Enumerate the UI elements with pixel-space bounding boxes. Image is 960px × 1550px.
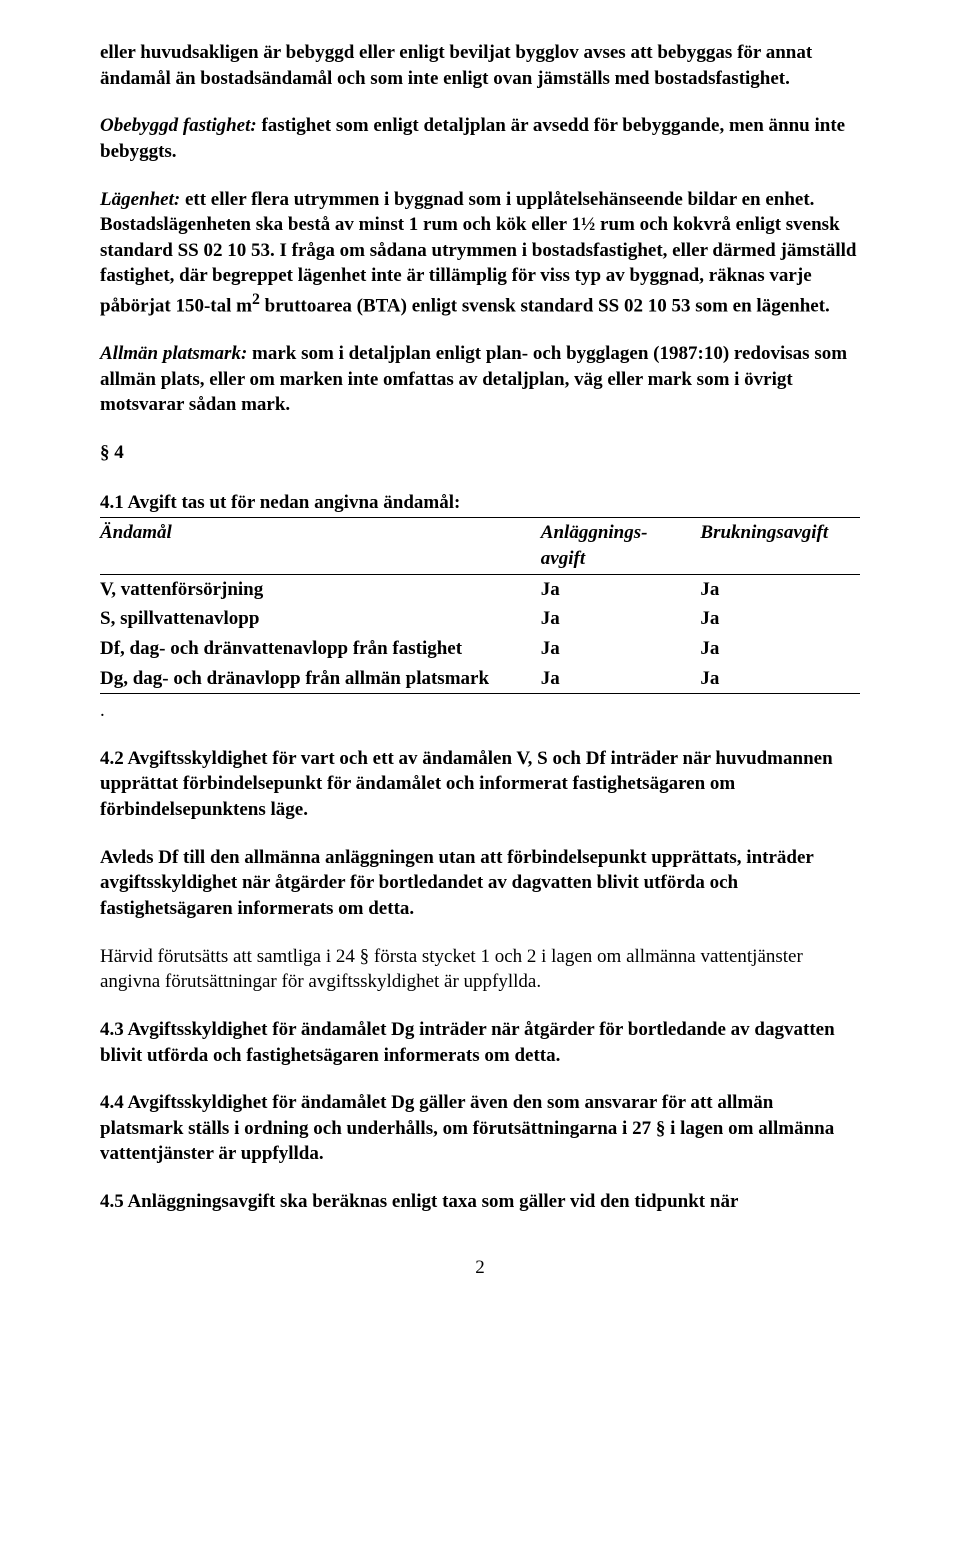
page-number: 2 xyxy=(100,1255,860,1281)
table-row: Df, dag- och dränvattenavlopp från fasti… xyxy=(100,634,860,664)
stray-dot: . xyxy=(100,698,860,724)
paragraph-obebyggd: Obebyggd fastighet: fastighet som enligt… xyxy=(100,113,860,164)
section-4-heading: § 4 xyxy=(100,440,860,466)
table-caption: 4.1 Avgift tas ut för nedan angivna ända… xyxy=(100,488,860,518)
term-obebyggd: Obebyggd fastighet: xyxy=(100,115,257,136)
table-row: V, vattenförsörjning Ja Ja xyxy=(100,574,860,604)
table-row: S, spillvattenavlopp Ja Ja xyxy=(100,604,860,634)
table-row: Dg, dag- och dränavlopp från allmän plat… xyxy=(100,664,860,694)
text: bruttoarea (BTA) enligt svensk standard … xyxy=(260,295,830,316)
table-cell: Df, dag- och dränvattenavlopp från fasti… xyxy=(100,634,541,664)
text: Anläggnings-avgift xyxy=(541,522,648,569)
fee-table: 4.1 Avgift tas ut för nedan angivna ända… xyxy=(100,488,860,694)
term-lagenhet: Lägenhet: xyxy=(100,189,180,210)
table-cell: Ja xyxy=(541,634,701,664)
paragraph-4-4: 4.4 Avgiftsskyldighet för ändamålet Dg g… xyxy=(100,1090,860,1167)
paragraph-intro: eller huvudsakligen är bebyggd eller enl… xyxy=(100,40,860,91)
text: eller huvudsakligen är bebyggd eller enl… xyxy=(100,42,812,89)
table-cell: V, vattenförsörjning xyxy=(100,574,541,604)
table-cell: Ja xyxy=(700,604,860,634)
table-cell: Ja xyxy=(541,604,701,634)
table-cell: Ja xyxy=(541,574,701,604)
superscript: 2 xyxy=(252,291,260,308)
table-caption-row: 4.1 Avgift tas ut för nedan angivna ända… xyxy=(100,488,860,518)
document-page: eller huvudsakligen är bebyggd eller enl… xyxy=(0,0,960,1320)
table-header-row: Ändamål Anläggnings-avgift Brukningsavgi… xyxy=(100,518,860,574)
table-cell: S, spillvattenavlopp xyxy=(100,604,541,634)
table-cell: Ja xyxy=(700,664,860,694)
paragraph-4-5: 4.5 Anläggningsavgift ska beräknas enlig… xyxy=(100,1189,860,1215)
paragraph-4-2b: Avleds Df till den allmänna anläggningen… xyxy=(100,845,860,922)
table-cell: Ja xyxy=(541,664,701,694)
table-cell: Ja xyxy=(700,574,860,604)
table-cell: Ja xyxy=(700,634,860,664)
table-header-anlaggning: Anläggnings-avgift xyxy=(541,518,701,574)
paragraph-4-2c: Härvid förutsätts att samtliga i 24 § fö… xyxy=(100,944,860,995)
paragraph-4-3: 4.3 Avgiftsskyldighet för ändamålet Dg i… xyxy=(100,1017,860,1068)
table-header-purpose: Ändamål xyxy=(100,518,541,574)
term-allman-platsmark: Allmän platsmark: xyxy=(100,343,247,364)
paragraph-lagenhet: Lägenhet: ett eller flera utrymmen i byg… xyxy=(100,187,860,320)
paragraph-4-2a: 4.2 Avgiftsskyldighet för vart och ett a… xyxy=(100,746,860,823)
table-header-brukning: Brukningsavgift xyxy=(700,518,860,574)
table-cell: Dg, dag- och dränavlopp från allmän plat… xyxy=(100,664,541,694)
paragraph-allman-platsmark: Allmän platsmark: mark som i detaljplan … xyxy=(100,341,860,418)
